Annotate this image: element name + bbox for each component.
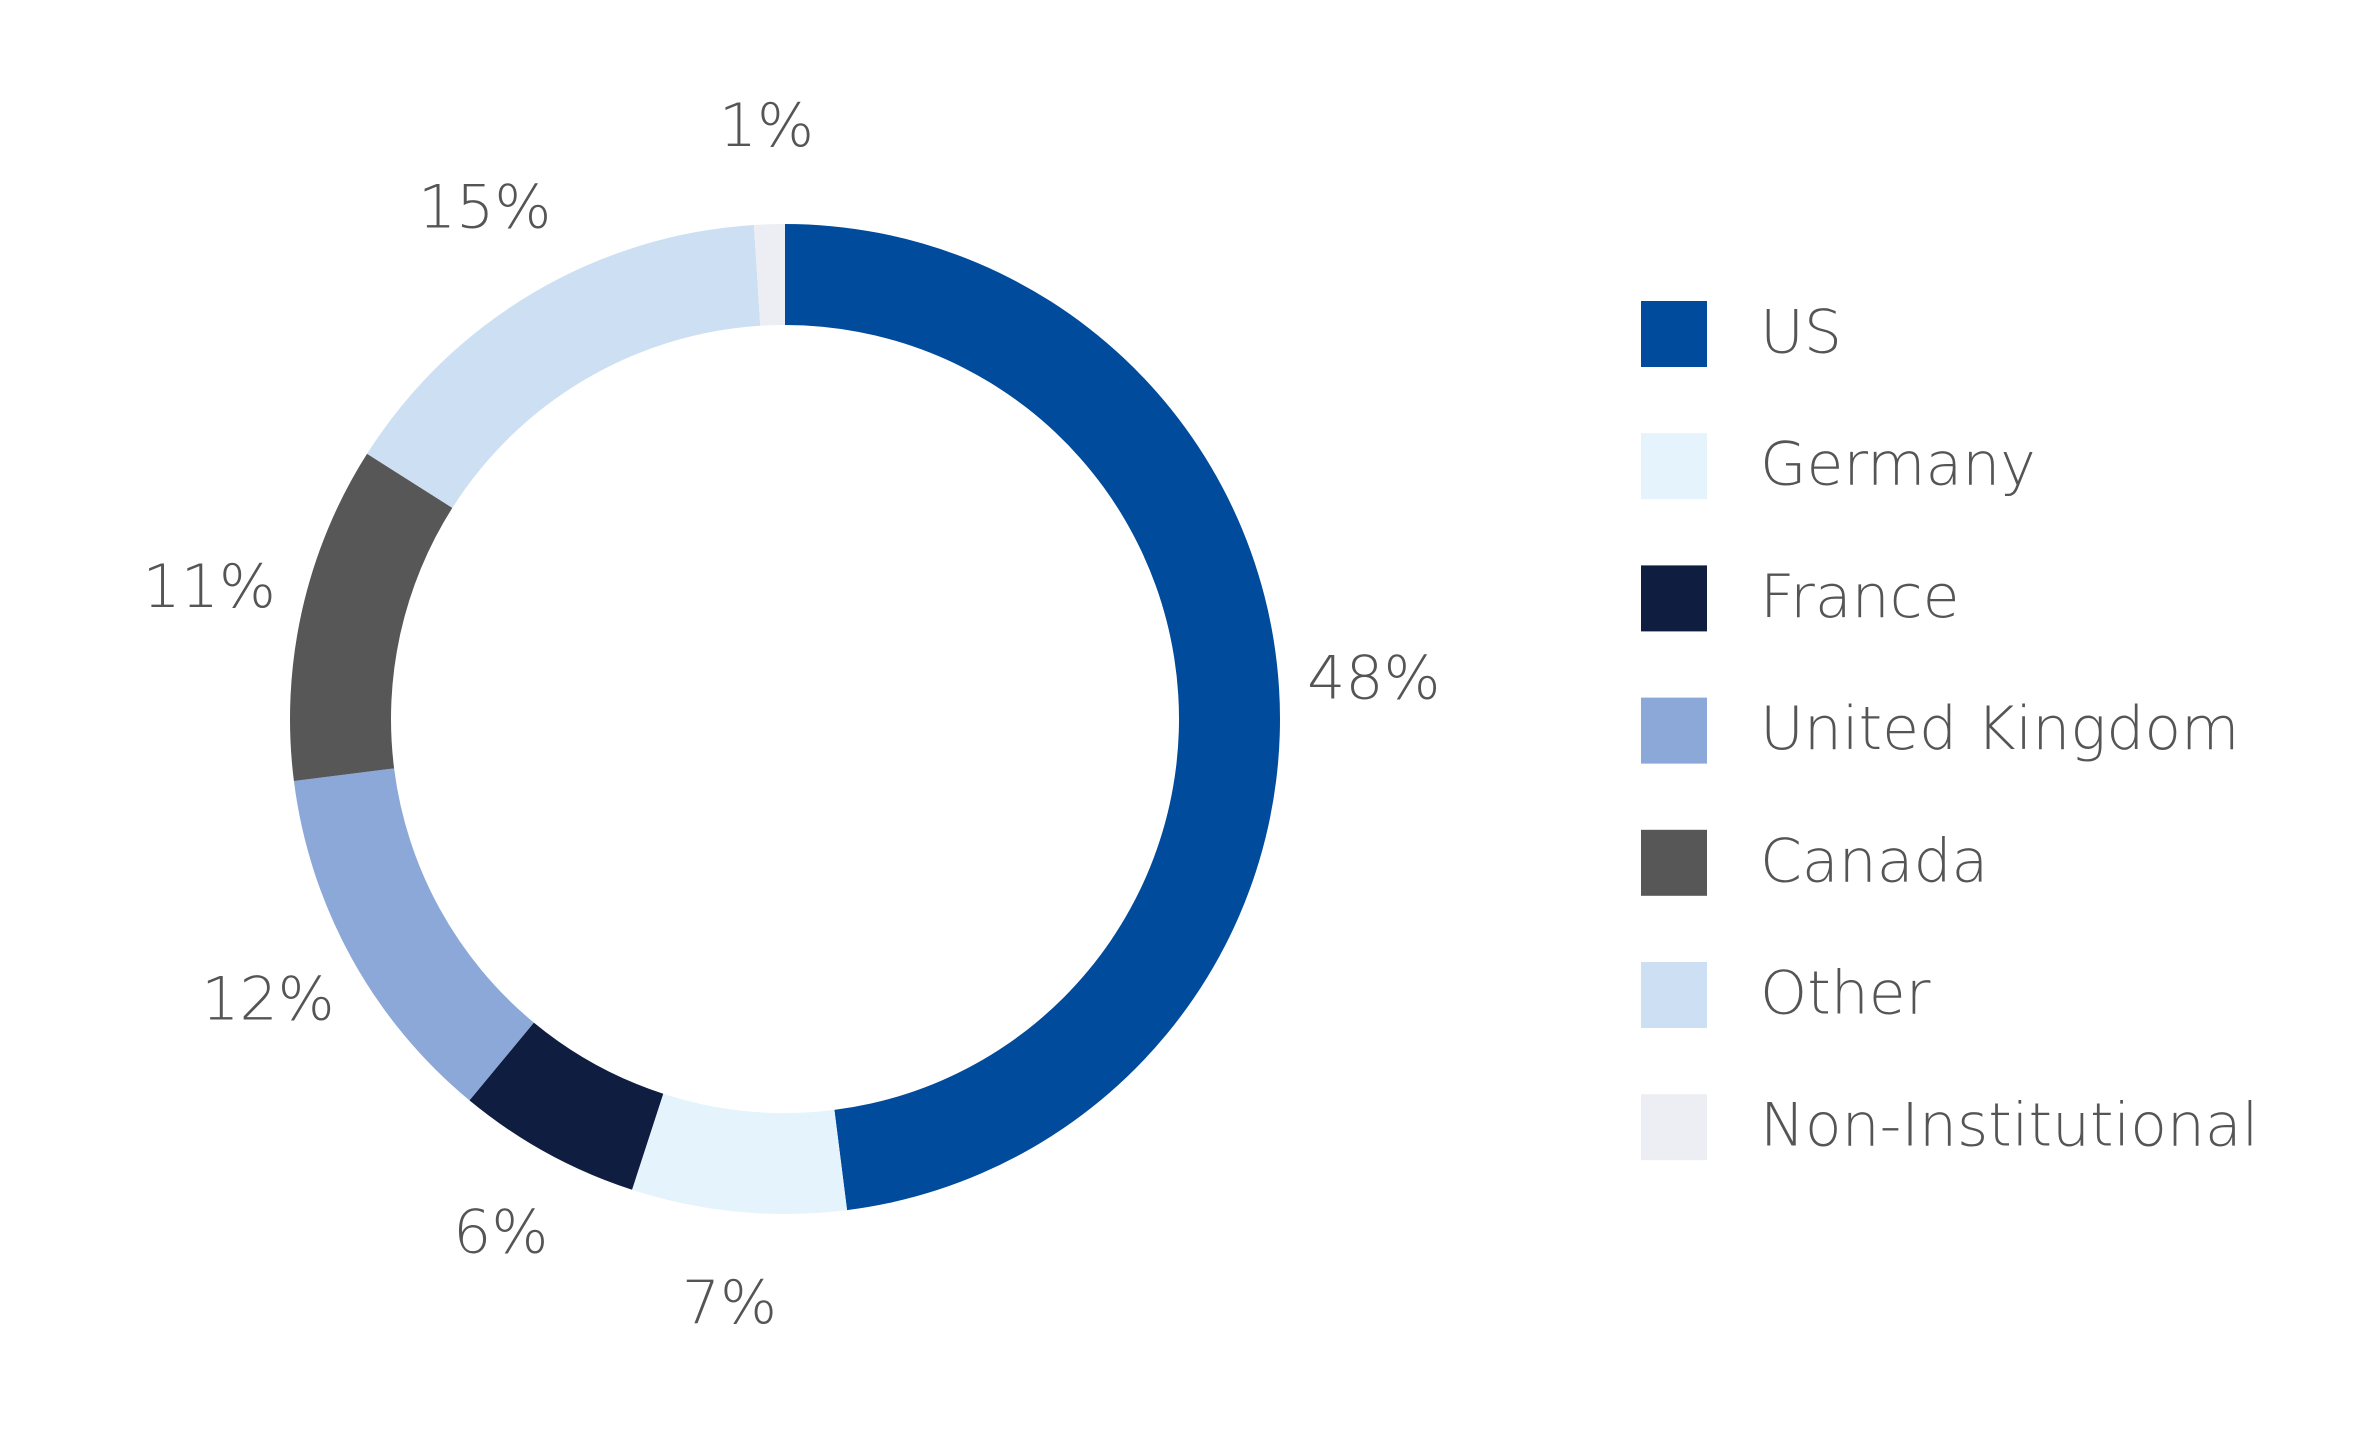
donut-segment [293,768,534,1101]
data-label: 7% [682,1268,777,1338]
legend-swatch [1641,962,1707,1028]
donut-segment [632,1093,848,1215]
legend-swatch [1641,829,1707,896]
donut-segment [469,1022,664,1190]
legend-label: United Kingdom [1760,694,2240,764]
legend-label: Germany [1760,430,2036,500]
legend-label: Non-Institutional [1760,1091,2258,1161]
data-label: 6% [453,1198,548,1268]
data-label: 12% [201,965,334,1035]
donut-segment [367,224,761,508]
donut-segment [785,224,1281,1211]
data-label: 1% [719,91,814,161]
data-label: 11% [143,552,276,622]
data-label: 48% [1307,643,1440,713]
legend-swatch [1641,1094,1707,1161]
legend-swatch [1641,301,1707,367]
legend-swatch [1641,565,1707,632]
legend-swatch [1641,697,1707,764]
legend-label: US [1760,298,1842,368]
data-label: 15% [418,173,551,243]
legend-label: Other [1760,959,1931,1029]
legend-swatch [1641,433,1707,500]
donut-segment [290,453,453,782]
donut-segment [753,224,785,326]
legend-label: Canada [1760,826,1988,896]
legend-label: France [1760,562,1960,632]
